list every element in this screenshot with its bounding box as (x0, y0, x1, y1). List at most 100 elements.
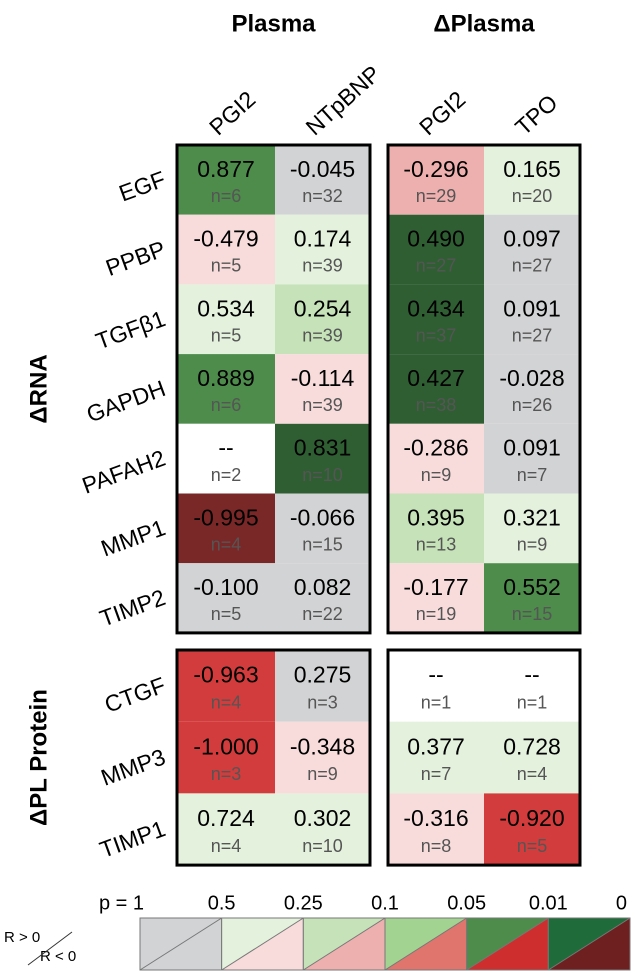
cell (484, 423, 580, 494)
cell-count: n=19 (416, 604, 457, 624)
block-border (386, 143, 582, 635)
cell (177, 793, 275, 866)
legend-label: 0.01 (529, 892, 568, 914)
column-label: PGI2 (204, 86, 260, 140)
row-label: TIMP1 (96, 815, 169, 863)
cell-count: n=2 (211, 465, 242, 485)
cell-count: n=37 (416, 325, 457, 345)
cell (388, 423, 484, 494)
cell-count: n=10 (302, 836, 343, 856)
cell-count: n=1 (421, 693, 452, 713)
cell-count: n=4 (211, 836, 242, 856)
cell-value: 0.321 (503, 504, 561, 530)
row-group-label: ΔRNA (25, 354, 52, 423)
cell (388, 214, 484, 285)
cell-value: -0.296 (403, 156, 468, 182)
legend-diagonal (303, 917, 386, 971)
legend-diagonal (221, 917, 304, 971)
cell-count: n=4 (211, 693, 242, 713)
cell-count: n=3 (211, 764, 242, 784)
cell (177, 493, 275, 564)
cell-value: 0.889 (197, 365, 255, 391)
cell-count: n=32 (302, 186, 343, 206)
cell-value: 0.254 (294, 295, 352, 321)
cell-count: n=29 (416, 186, 457, 206)
column-label: NTpBNP (301, 60, 386, 140)
cell-value: 0.552 (503, 574, 561, 600)
cell (275, 721, 370, 794)
cell-count: n=6 (211, 395, 242, 415)
cell-value: 0.275 (294, 662, 352, 688)
cell-value: 0.165 (503, 156, 561, 182)
cell-count: n=15 (302, 535, 343, 555)
cell (484, 354, 580, 424)
cell-count: n=9 (307, 764, 338, 784)
legend-label: 0.1 (371, 892, 399, 914)
row-label: TGFβ1 (92, 305, 169, 354)
cell-count: n=13 (416, 535, 457, 555)
cell-value: 0.490 (407, 226, 465, 252)
cell-value: 0.427 (407, 365, 465, 391)
cell-count: n=7 (421, 764, 452, 784)
cell (177, 423, 275, 494)
cell (484, 793, 580, 866)
cell (275, 214, 370, 285)
cell (275, 793, 370, 866)
cell-value: 0.091 (503, 435, 561, 461)
cell-value: 0.097 (503, 226, 561, 252)
cell (484, 145, 580, 215)
cell-value: -0.995 (193, 504, 258, 530)
row-label: MMP3 (97, 744, 168, 791)
cell (484, 214, 580, 285)
row-group-label: ΔPL Protein (25, 689, 52, 826)
cell-value: 0.534 (197, 295, 255, 321)
cell (484, 650, 580, 722)
cell (388, 650, 484, 722)
legend-positive-label: R > 0 (4, 929, 40, 946)
cell-value: -0.028 (499, 365, 564, 391)
block-border (386, 648, 582, 867)
cell-count: n=8 (421, 836, 452, 856)
cell (275, 563, 370, 633)
legend-label: p = 1 (99, 892, 144, 914)
cell (275, 423, 370, 494)
cell-count: n=39 (302, 325, 343, 345)
cell-count: n=15 (512, 604, 553, 624)
legend-diagonal (384, 917, 467, 971)
block-border (175, 648, 372, 867)
row-label: PPBP (102, 236, 169, 281)
cell (275, 354, 370, 424)
cell-value: 0.395 (407, 504, 465, 530)
cell (388, 354, 484, 424)
cell-value: -0.114 (291, 365, 355, 391)
column-group-label: ΔPlasma (433, 10, 535, 37)
column-label: TPO (510, 89, 563, 140)
cell-value: -0.348 (290, 733, 355, 759)
cell (275, 284, 370, 355)
cell (484, 284, 580, 355)
cell-value: -0.963 (193, 662, 258, 688)
cell (177, 354, 275, 424)
cell-count: n=7 (517, 465, 548, 485)
cell-value: 0.724 (197, 805, 255, 831)
cell-count: n=1 (517, 693, 548, 713)
legend-separator (27, 931, 73, 966)
cell-value: -- (428, 662, 443, 688)
cell (484, 721, 580, 794)
cell-value: 0.174 (294, 226, 352, 252)
legend-diagonal (139, 917, 222, 971)
block-border (175, 143, 372, 635)
cell-value: 0.728 (503, 733, 561, 759)
cell-count: n=20 (512, 186, 553, 206)
cell-value: 0.877 (197, 156, 255, 182)
cell-value: -- (218, 435, 233, 461)
cell (177, 563, 275, 633)
legend-diagonal (548, 917, 631, 971)
cell-value: 0.377 (407, 733, 465, 759)
cell-value: 0.831 (294, 435, 352, 461)
cell-value: -0.479 (193, 226, 258, 252)
cell-value: -0.100 (193, 574, 258, 600)
cell-count: n=27 (416, 256, 457, 276)
cell (177, 145, 275, 215)
